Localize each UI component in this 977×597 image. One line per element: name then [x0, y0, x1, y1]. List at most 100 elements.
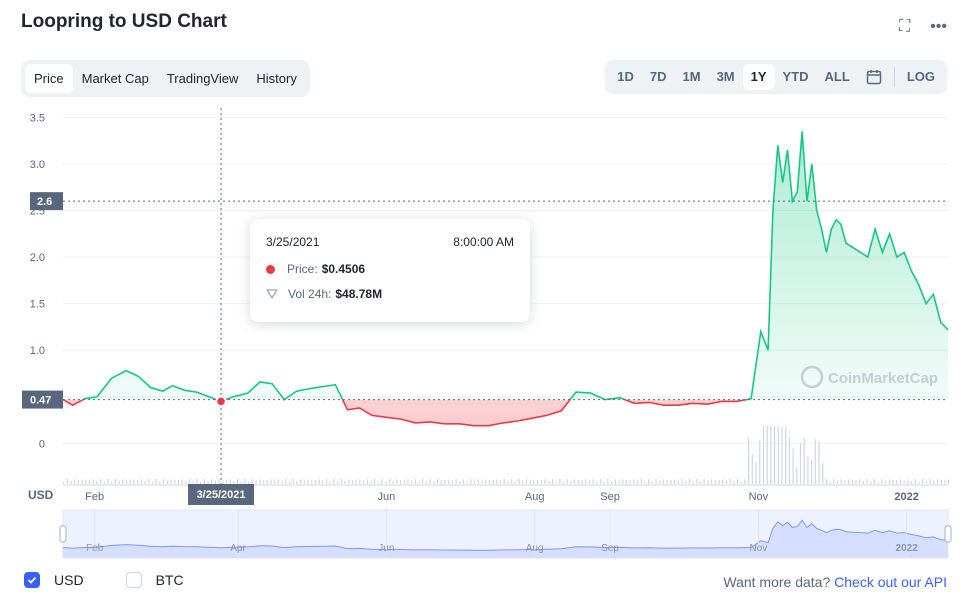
volume-bar	[348, 479, 350, 484]
navigator-handle-left[interactable]	[59, 525, 67, 543]
crosshair-y-label-bg	[30, 192, 63, 211]
volume-bar	[822, 462, 824, 484]
volume-bar	[433, 480, 435, 484]
tab-history[interactable]: History	[256, 71, 297, 86]
volume-bar	[81, 479, 83, 484]
volume-bar	[74, 479, 76, 484]
volume-bar	[729, 479, 731, 484]
btc-checkbox[interactable]	[125, 572, 142, 588]
usd-checkbox[interactable]	[24, 572, 40, 588]
crosshair-x-label: 3/25/2021	[197, 489, 246, 501]
baseline-label: 0.47	[30, 395, 51, 407]
volume-bar	[681, 479, 683, 484]
volume-bar	[392, 480, 394, 484]
volume-bar	[325, 479, 328, 484]
volume-bar	[355, 479, 357, 484]
volume-bar	[429, 479, 431, 484]
volume-bar	[344, 480, 346, 484]
volume-bar	[307, 479, 309, 484]
volume-bar	[736, 479, 739, 484]
volume-bar	[399, 479, 402, 484]
y-tick-label: 2.0	[30, 252, 45, 264]
navigator-handle-right[interactable]	[944, 525, 952, 543]
volume-bar	[725, 480, 728, 484]
tab-tradingview[interactable]: TradingView	[166, 71, 239, 86]
tooltip-price-label: Price:	[287, 262, 318, 276]
price-area-down	[63, 399, 948, 426]
volume-bar	[96, 480, 98, 484]
fullscreen-icon[interactable]: ⛶	[898, 18, 911, 35]
range-7d[interactable]: 7D	[649, 69, 667, 84]
navigator: Feb Apr Jun Aug Sep Nov 2022	[59, 509, 952, 559]
volume-bar	[540, 480, 542, 484]
volume-bar	[885, 480, 887, 484]
volume-bar	[896, 479, 898, 484]
volume-bar	[914, 479, 916, 484]
volume-bar	[144, 481, 146, 484]
volume-bar	[910, 481, 913, 484]
volume-bar	[744, 479, 746, 484]
price-chart[interactable]: 3.53.02.52.01.51.00.50USD FebJunAugSepNo…	[0, 100, 977, 565]
chart-tabs: Price Market Cap TradingView History	[21, 60, 310, 97]
volume-bar	[873, 479, 876, 484]
volume-bar	[551, 479, 553, 484]
volume-bar	[559, 479, 561, 484]
volume-bar	[692, 481, 694, 484]
tab-market-cap[interactable]: Market Cap	[81, 71, 149, 86]
y-axis-label: USD	[28, 488, 54, 502]
range-3m[interactable]: 3M	[716, 69, 735, 84]
volume-bar	[137, 480, 139, 484]
page-title: Loopring to USD Chart	[21, 11, 227, 32]
volume-bar	[140, 479, 142, 484]
volume-bar	[100, 479, 102, 484]
range-1y[interactable]: 1Y	[742, 64, 775, 90]
volume-bar	[899, 479, 902, 484]
volume-bar	[63, 482, 65, 484]
volume-bar	[929, 479, 931, 484]
volume-bar	[370, 481, 372, 484]
range-1d[interactable]: 1D	[617, 69, 634, 84]
volume-bar	[496, 479, 498, 484]
volume-bar	[111, 481, 113, 484]
volume-bar	[618, 480, 620, 484]
more-icon[interactable]: •••	[930, 18, 947, 35]
volume-bar	[733, 481, 735, 484]
price-lines	[62, 131, 949, 427]
volume-bars	[63, 426, 950, 484]
range-ytd[interactable]: YTD	[782, 69, 809, 84]
volume-bar	[892, 480, 894, 484]
volume-bar	[940, 479, 942, 484]
volume-bar	[836, 481, 839, 484]
volume-bar	[340, 479, 342, 484]
calendar-icon[interactable]	[858, 69, 890, 85]
volume-bar	[862, 480, 865, 484]
price-line-up	[63, 131, 949, 400]
range-divider	[893, 67, 895, 87]
volume-bar	[422, 479, 424, 484]
volume-bar	[414, 479, 416, 484]
volume-bar	[562, 481, 565, 484]
volume-bar	[570, 480, 572, 484]
range-1m[interactable]: 1M	[682, 69, 701, 84]
volume-bar	[859, 479, 861, 484]
volume-bar	[485, 479, 487, 484]
price-dot-icon	[266, 264, 275, 274]
navigator-tick-label: Nov	[749, 543, 767, 554]
volume-bar	[288, 481, 291, 484]
volume-bar	[633, 479, 635, 484]
chart-overlay: CoinMarketCap 0.47 2.6 3/25/2021	[22, 108, 948, 505]
navigator-line	[62, 519, 949, 551]
volume-bar	[148, 479, 150, 484]
x-tick-label: Aug	[525, 491, 545, 503]
volume-bar	[385, 481, 387, 484]
tab-price[interactable]: Price	[25, 64, 73, 93]
volume-bar	[785, 426, 787, 484]
volume-bar	[648, 479, 650, 484]
api-link[interactable]: Check out our API	[834, 574, 947, 590]
volume-bar	[855, 480, 857, 484]
volume-bar	[229, 479, 231, 484]
volume-bar	[129, 479, 131, 484]
range-all[interactable]: ALL	[824, 69, 850, 84]
log-toggle[interactable]: LOG	[906, 69, 935, 84]
volume-bar	[285, 479, 287, 484]
